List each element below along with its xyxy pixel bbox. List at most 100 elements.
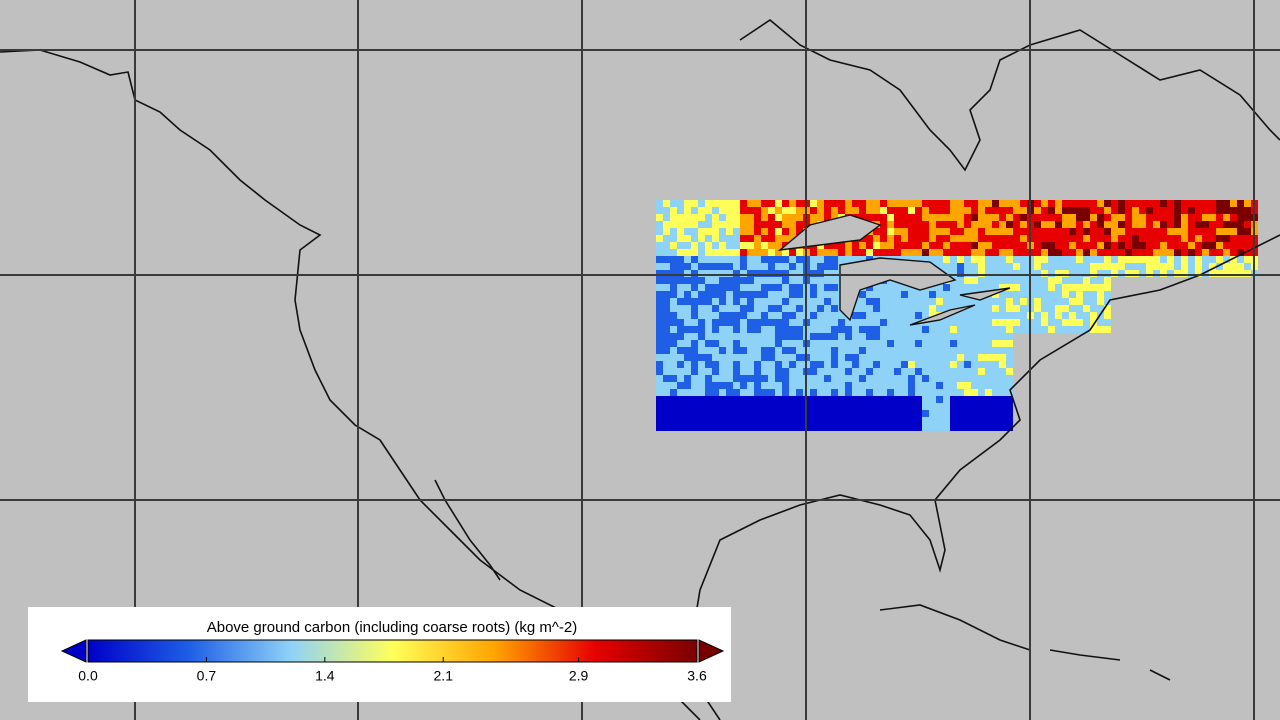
- heat-cell: [943, 326, 950, 333]
- heat-cell: [775, 319, 782, 326]
- heat-cell: [789, 354, 796, 361]
- heat-cell: [733, 396, 740, 403]
- heat-cell: [978, 235, 985, 242]
- heat-cell: [929, 284, 936, 291]
- heat-cell: [964, 368, 971, 375]
- heat-cell: [873, 319, 880, 326]
- heat-cell: [747, 277, 754, 284]
- heat-cell: [950, 368, 957, 375]
- heat-cell: [684, 249, 691, 256]
- heat-cell: [698, 291, 705, 298]
- heat-cell: [719, 361, 726, 368]
- heat-cell: [985, 298, 992, 305]
- colorbar-tick-label: 0.0: [78, 668, 98, 684]
- heat-cell: [740, 382, 747, 389]
- heat-cell: [859, 403, 866, 410]
- heat-cell: [887, 417, 894, 424]
- heat-cell: [929, 403, 936, 410]
- heat-cell: [1097, 214, 1104, 221]
- heat-cell: [754, 319, 761, 326]
- heat-cell: [915, 291, 922, 298]
- heat-cell: [957, 242, 964, 249]
- heat-cell: [859, 249, 866, 256]
- heat-cell: [866, 235, 873, 242]
- heat-cell: [922, 396, 929, 403]
- heat-cell: [663, 221, 670, 228]
- heat-cell: [824, 403, 831, 410]
- heat-cell: [1153, 249, 1160, 256]
- heat-cell: [859, 291, 866, 298]
- heat-cell: [824, 410, 831, 417]
- heat-cell: [936, 333, 943, 340]
- heat-cell: [705, 291, 712, 298]
- heat-cell: [719, 235, 726, 242]
- lake: [839, 257, 957, 322]
- heat-cell: [929, 214, 936, 221]
- heat-cell: [992, 298, 999, 305]
- heat-cell: [824, 284, 831, 291]
- heat-cell: [929, 207, 936, 214]
- heat-cell: [1216, 214, 1223, 221]
- heat-cell: [656, 305, 663, 312]
- heat-cell: [1174, 214, 1181, 221]
- heat-cell: [866, 382, 873, 389]
- heat-cell: [1069, 207, 1076, 214]
- heat-cell: [691, 354, 698, 361]
- heat-cell: [768, 305, 775, 312]
- heat-cell: [1055, 270, 1062, 277]
- heat-cell: [782, 382, 789, 389]
- heat-cell: [901, 319, 908, 326]
- heat-cell: [705, 417, 712, 424]
- heat-cell: [1167, 207, 1174, 214]
- heat-cell: [887, 312, 894, 319]
- heat-cell: [1209, 228, 1216, 235]
- heat-cell: [796, 228, 803, 235]
- heat-cell: [684, 326, 691, 333]
- heat-cell: [796, 263, 803, 270]
- heat-cell: [915, 347, 922, 354]
- heat-cell: [901, 396, 908, 403]
- heat-cell: [684, 228, 691, 235]
- heat-cell: [1006, 389, 1013, 396]
- heat-cell: [810, 249, 817, 256]
- heat-cell: [908, 389, 915, 396]
- heat-cell: [1006, 249, 1013, 256]
- heat-cell: [656, 284, 663, 291]
- heat-cell: [1209, 207, 1216, 214]
- heat-cell: [859, 207, 866, 214]
- heat-cell: [992, 424, 999, 431]
- heat-cell: [999, 424, 1006, 431]
- heat-cell: [852, 319, 859, 326]
- heat-cell: [929, 291, 936, 298]
- heat-cell: [684, 403, 691, 410]
- heat-cell: [698, 242, 705, 249]
- heat-cell: [719, 368, 726, 375]
- heat-cell: [1188, 228, 1195, 235]
- heat-cell: [992, 277, 999, 284]
- heat-cell: [670, 340, 677, 347]
- heat-cell: [1006, 228, 1013, 235]
- heat-cell: [915, 242, 922, 249]
- heat-cell: [1041, 256, 1048, 263]
- heat-cell: [670, 263, 677, 270]
- heat-cell: [894, 228, 901, 235]
- heat-cell: [747, 235, 754, 242]
- heat-cell: [817, 410, 824, 417]
- heat-cell: [712, 347, 719, 354]
- heat-cell: [957, 277, 964, 284]
- heat-cell: [747, 424, 754, 431]
- heat-cell: [726, 410, 733, 417]
- heat-cell: [971, 417, 978, 424]
- heat-cell: [663, 396, 670, 403]
- heat-cell: [747, 326, 754, 333]
- heat-cell: [964, 221, 971, 228]
- heat-cell: [663, 270, 670, 277]
- heat-cell: [1090, 319, 1097, 326]
- heat-cell: [943, 389, 950, 396]
- heat-cell: [1090, 312, 1097, 319]
- heat-cell: [656, 291, 663, 298]
- heat-cell: [985, 354, 992, 361]
- heat-cell: [1202, 235, 1209, 242]
- heat-cell: [726, 291, 733, 298]
- heat-cell: [1076, 270, 1083, 277]
